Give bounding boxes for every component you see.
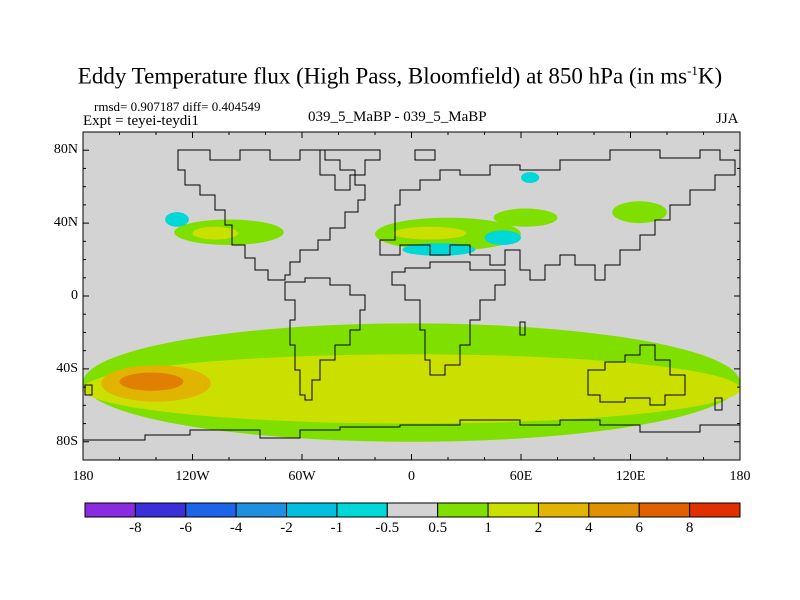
contour-region-7 xyxy=(393,226,467,240)
contour-region-3 xyxy=(119,372,184,391)
colorbar-box xyxy=(537,502,590,518)
colorbar-box xyxy=(235,502,288,518)
coastline-antarctica xyxy=(83,419,740,441)
x-tick-label: 120W xyxy=(175,469,210,484)
colorbar-box xyxy=(84,502,136,518)
colorbar-box xyxy=(336,502,388,518)
y-tick-label: 40S xyxy=(56,360,78,376)
colorbar-box xyxy=(588,502,640,518)
coastline-australia xyxy=(587,344,686,406)
contour-region-8 xyxy=(402,243,476,256)
rmsd-diff-label: rmsd= 0.907187 diff= 0.404549 xyxy=(94,99,261,114)
colorbar-box xyxy=(386,502,439,518)
contour-region-9 xyxy=(484,230,521,245)
colorbar-box xyxy=(638,502,691,518)
y-tick-label: 80N xyxy=(53,142,78,158)
colorbar-box xyxy=(689,502,741,518)
x-tick-label: 60E xyxy=(509,469,533,484)
contour-region-1 xyxy=(83,354,740,424)
x-tick-label: 0 xyxy=(408,469,415,484)
colorbar-box xyxy=(185,502,237,518)
colorbar-label: 4 xyxy=(585,520,593,536)
contour-region-13 xyxy=(521,172,540,184)
experiment-comparison-label: 039_5_MaBP - 039_5_MaBP xyxy=(308,109,487,125)
expt-label: Expt = teyei-teydi1 xyxy=(83,113,199,129)
axis-ticks xyxy=(82,132,741,460)
y-tick-label: 80S xyxy=(56,433,78,449)
contour-region-12 xyxy=(612,201,667,224)
x-tick-label: 120E xyxy=(615,469,646,484)
colorbar-label: 6 xyxy=(635,520,643,536)
colorbar-label: 2 xyxy=(534,520,543,536)
x-tick-label: 60W xyxy=(288,469,316,484)
colorbar-box xyxy=(487,502,539,518)
colorbar-box xyxy=(286,502,338,518)
coastline-layer xyxy=(83,149,740,441)
colorbar-boxes xyxy=(84,502,741,518)
plot-title: Eddy Temperature flux (High Pass, Bloomf… xyxy=(77,63,723,89)
colorbar-label: 1 xyxy=(484,520,492,536)
coastline-eurasia xyxy=(379,149,736,281)
coastline-new-zealand xyxy=(714,397,723,411)
coastline-south-america xyxy=(284,277,366,401)
colorbar-label: -2 xyxy=(280,520,293,536)
contour-region-11 xyxy=(165,212,189,227)
x-tick-label: 180 xyxy=(72,469,94,484)
contour-fill-layer xyxy=(83,172,740,442)
y-tick-label: 0 xyxy=(71,288,78,303)
x-tick-label: 180 xyxy=(729,469,751,484)
colorbar-label: -4 xyxy=(229,520,243,536)
coastline-north-america xyxy=(177,149,366,281)
coastline-africa xyxy=(391,261,506,376)
colorbar-label: -8 xyxy=(129,520,142,536)
colorbar-label: -0.5 xyxy=(375,520,400,536)
colorbar-box xyxy=(134,502,187,518)
coastline-greenland xyxy=(319,149,381,191)
colorbar-box xyxy=(437,502,489,518)
contour-region-5 xyxy=(192,226,239,240)
colorbar-label: 0.5 xyxy=(428,520,448,536)
season-label: JJA xyxy=(716,111,739,127)
y-tick-label: 40N xyxy=(53,215,78,231)
colorbar-label: -6 xyxy=(179,520,193,536)
coastline-islands xyxy=(84,149,526,396)
colorbar-label: 8 xyxy=(685,520,694,536)
colorbar-label: -1 xyxy=(330,520,344,536)
contour-region-10 xyxy=(493,208,558,227)
